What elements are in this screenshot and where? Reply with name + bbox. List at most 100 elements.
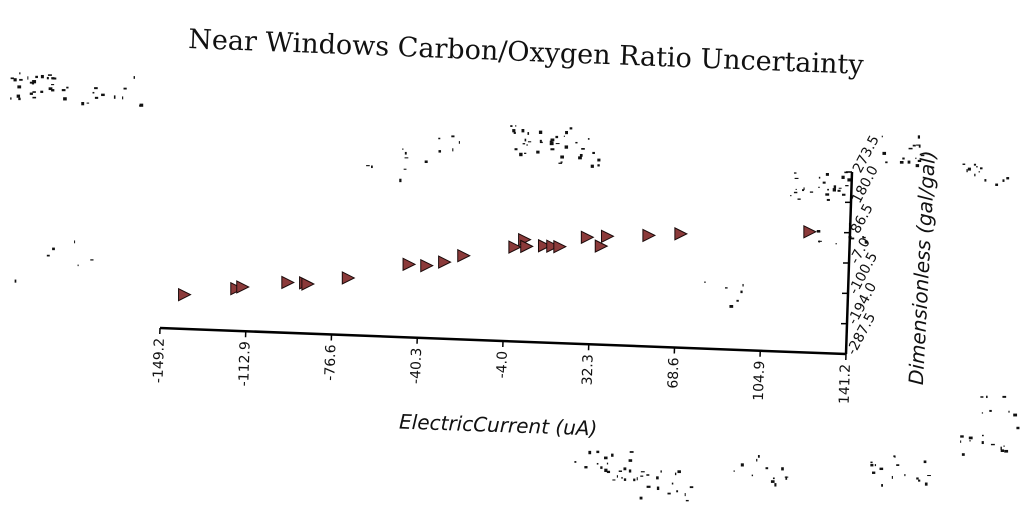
noise-speck bbox=[591, 165, 594, 168]
noise-speck bbox=[47, 255, 50, 257]
noise-speck bbox=[560, 155, 564, 158]
noise-speck bbox=[584, 466, 587, 468]
noise-speck bbox=[1003, 445, 1004, 446]
noise-speck bbox=[399, 179, 401, 182]
noise-speck bbox=[17, 85, 21, 88]
noise-speck bbox=[900, 161, 904, 164]
noise-speck bbox=[980, 396, 983, 398]
noise-speck bbox=[640, 497, 643, 500]
data-point bbox=[804, 226, 816, 238]
noise-speck bbox=[885, 161, 887, 163]
noise-speck bbox=[51, 77, 54, 79]
noise-speck bbox=[570, 127, 573, 129]
noise-speck bbox=[646, 474, 649, 476]
noise-speck bbox=[637, 477, 638, 480]
noise-speck bbox=[982, 412, 983, 413]
noise-speck bbox=[19, 72, 20, 74]
noise-speck bbox=[624, 478, 626, 481]
noise-speck bbox=[741, 463, 744, 466]
noise-speck bbox=[647, 486, 651, 488]
y-axis-label: Dimensionless (gal/gal) bbox=[904, 150, 940, 386]
noise-speck bbox=[881, 484, 883, 487]
noise-speck bbox=[834, 185, 836, 188]
noise-speck bbox=[758, 455, 760, 458]
noise-speck bbox=[826, 173, 829, 176]
noise-speck bbox=[781, 467, 784, 470]
noise-speck bbox=[366, 165, 370, 166]
noise-speck bbox=[66, 87, 68, 89]
noise-speck bbox=[629, 459, 633, 462]
noise-speck bbox=[41, 75, 44, 78]
noise-speck bbox=[872, 472, 875, 474]
noise-speck bbox=[870, 464, 873, 467]
noise-speck bbox=[402, 148, 403, 150]
noise-speck bbox=[619, 470, 622, 471]
noise-speck bbox=[966, 169, 967, 172]
noise-speck bbox=[592, 152, 595, 154]
noise-speck bbox=[32, 97, 36, 99]
noise-speck bbox=[550, 148, 554, 150]
noise-speck bbox=[740, 291, 742, 294]
noise-speck bbox=[629, 469, 631, 472]
data-point bbox=[581, 231, 593, 243]
noise-speck bbox=[519, 153, 522, 156]
noise-speck bbox=[960, 435, 964, 437]
noise-speck bbox=[904, 474, 905, 476]
noise-speck bbox=[909, 148, 913, 150]
noise-speck bbox=[736, 300, 738, 302]
data-point bbox=[601, 230, 613, 242]
noise-speck bbox=[667, 493, 670, 495]
noise-speck bbox=[960, 440, 961, 442]
noise-speck bbox=[774, 483, 776, 486]
noise-speck bbox=[773, 478, 775, 480]
noise-speck bbox=[908, 161, 911, 164]
noise-speck bbox=[742, 284, 743, 287]
data-point bbox=[439, 256, 451, 268]
noise-speck bbox=[525, 139, 527, 142]
noise-speck bbox=[974, 164, 976, 166]
noise-speck bbox=[892, 476, 893, 479]
noise-speck bbox=[527, 132, 529, 135]
noise-speck bbox=[588, 138, 590, 140]
noise-speck bbox=[894, 456, 895, 457]
noise-speck bbox=[47, 77, 48, 78]
data-point bbox=[282, 276, 294, 288]
x-tick-label: -112.9 bbox=[236, 341, 254, 387]
noise-speck bbox=[17, 95, 20, 98]
noise-speck bbox=[124, 88, 127, 90]
data-point bbox=[237, 281, 249, 293]
noise-speck bbox=[371, 166, 373, 169]
noise-speck bbox=[81, 102, 84, 105]
noise-speck bbox=[95, 97, 98, 99]
noise-speck bbox=[1013, 414, 1017, 417]
noise-speck bbox=[528, 141, 531, 142]
noise-speck bbox=[578, 156, 582, 159]
noise-speck bbox=[588, 451, 591, 454]
noise-speck bbox=[18, 98, 20, 100]
noise-speck bbox=[796, 189, 797, 190]
noise-speck bbox=[817, 230, 821, 233]
noise-speck bbox=[986, 396, 988, 398]
noise-speck bbox=[139, 105, 141, 107]
noise-speck bbox=[438, 150, 441, 152]
noise-speck bbox=[810, 191, 813, 192]
noise-speck bbox=[690, 486, 694, 488]
noise-speck bbox=[734, 470, 735, 471]
noise-speck bbox=[896, 464, 899, 466]
noise-speck bbox=[404, 169, 407, 170]
noise-speck bbox=[574, 461, 576, 463]
noise-speck bbox=[879, 468, 883, 470]
noise-speck bbox=[122, 96, 123, 99]
x-tick-label: 104.9 bbox=[751, 360, 768, 401]
data-point bbox=[521, 240, 533, 252]
noise-speck bbox=[74, 240, 75, 243]
noise-speck bbox=[839, 188, 842, 189]
noise-speck bbox=[818, 241, 820, 243]
noise-speck bbox=[49, 87, 53, 90]
noise-speck bbox=[523, 143, 526, 144]
noise-speck bbox=[827, 199, 830, 201]
noise-speck bbox=[561, 161, 563, 162]
data-point bbox=[421, 260, 433, 272]
data-point bbox=[403, 258, 415, 270]
